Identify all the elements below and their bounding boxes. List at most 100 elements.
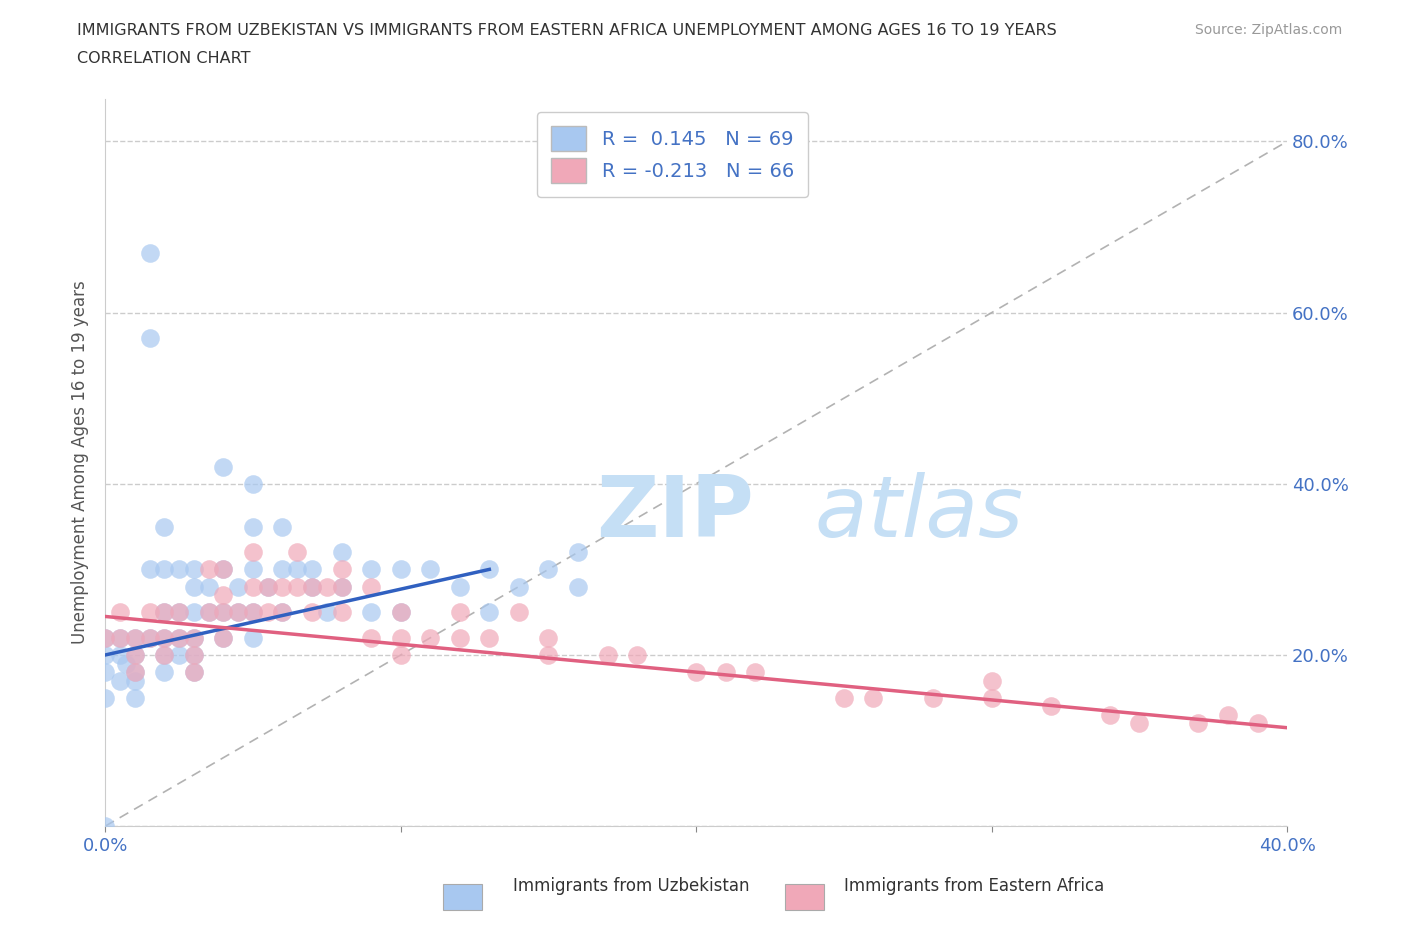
Point [567,545,589,560]
Point [242,604,264,619]
Point [256,579,278,594]
Point [167,604,190,619]
Point [449,631,471,645]
Point [285,562,308,577]
Text: Source: ZipAtlas.com: Source: ZipAtlas.com [1195,23,1343,37]
Point [315,579,337,594]
Point [389,631,412,645]
Point [94,647,117,662]
Point [360,579,382,594]
Point [138,562,160,577]
Point [330,545,353,560]
Point [124,690,146,705]
Point [596,647,619,662]
Point [537,562,560,577]
Point [419,562,441,577]
Point [183,631,205,645]
Point [285,545,308,560]
Point [242,631,264,645]
Point [183,562,205,577]
Point [212,459,235,474]
Point [271,519,294,534]
Point [1216,708,1239,723]
Point [183,665,205,680]
Point [271,579,294,594]
Point [183,604,205,619]
Point [138,631,160,645]
Point [360,631,382,645]
Point [212,604,235,619]
Point [242,579,264,594]
Point [183,647,205,662]
Point [94,631,117,645]
Point [108,631,131,645]
Point [183,665,205,680]
Point [153,604,176,619]
Point [389,604,412,619]
Point [980,673,1002,688]
Point [124,647,146,662]
Point [212,631,235,645]
Point [389,647,412,662]
Text: atlas: atlas [596,472,1022,555]
Point [419,631,441,645]
Point [124,665,146,680]
Text: ZIP: ZIP [596,472,754,555]
Point [478,604,501,619]
Point [212,562,235,577]
Point [242,476,264,491]
Point [508,579,530,594]
Point [449,604,471,619]
Point [167,631,190,645]
Point [226,604,249,619]
Point [1128,716,1150,731]
Point [108,647,131,662]
Point [242,545,264,560]
Point [115,656,138,671]
Point [153,562,176,577]
Point [124,631,146,645]
Point [153,604,176,619]
Point [242,562,264,577]
Point [315,604,337,619]
Point [212,588,235,603]
Point [1246,716,1268,731]
Point [389,604,412,619]
Point [153,631,176,645]
Point [183,579,205,594]
Point [138,631,160,645]
Point [449,579,471,594]
Point [94,665,117,680]
Point [256,579,278,594]
Point [108,673,131,688]
Text: Immigrants from Uzbekistan: Immigrants from Uzbekistan [513,877,749,895]
Point [226,604,249,619]
Point [1187,716,1209,731]
Point [301,604,323,619]
Point [360,604,382,619]
Point [389,562,412,577]
Text: CORRELATION CHART: CORRELATION CHART [77,51,250,66]
Point [1039,698,1062,713]
Point [537,631,560,645]
Point [271,562,294,577]
Point [124,631,146,645]
Point [153,647,176,662]
Point [508,604,530,619]
Point [94,631,117,645]
Point [832,690,855,705]
Point [478,562,501,577]
Point [301,579,323,594]
Point [153,647,176,662]
Text: Immigrants from Eastern Africa: Immigrants from Eastern Africa [844,877,1104,895]
Point [138,246,160,260]
Point [153,519,176,534]
Point [167,562,190,577]
Point [138,604,160,619]
Point [1098,708,1121,723]
Point [330,604,353,619]
Point [94,690,117,705]
Text: IMMIGRANTS FROM UZBEKISTAN VS IMMIGRANTS FROM EASTERN AFRICA UNEMPLOYMENT AMONG : IMMIGRANTS FROM UZBEKISTAN VS IMMIGRANTS… [77,23,1057,38]
Point [124,665,146,680]
Legend: R =  0.145   N = 69, R = -0.213   N = 66: R = 0.145 N = 69, R = -0.213 N = 66 [537,112,807,197]
